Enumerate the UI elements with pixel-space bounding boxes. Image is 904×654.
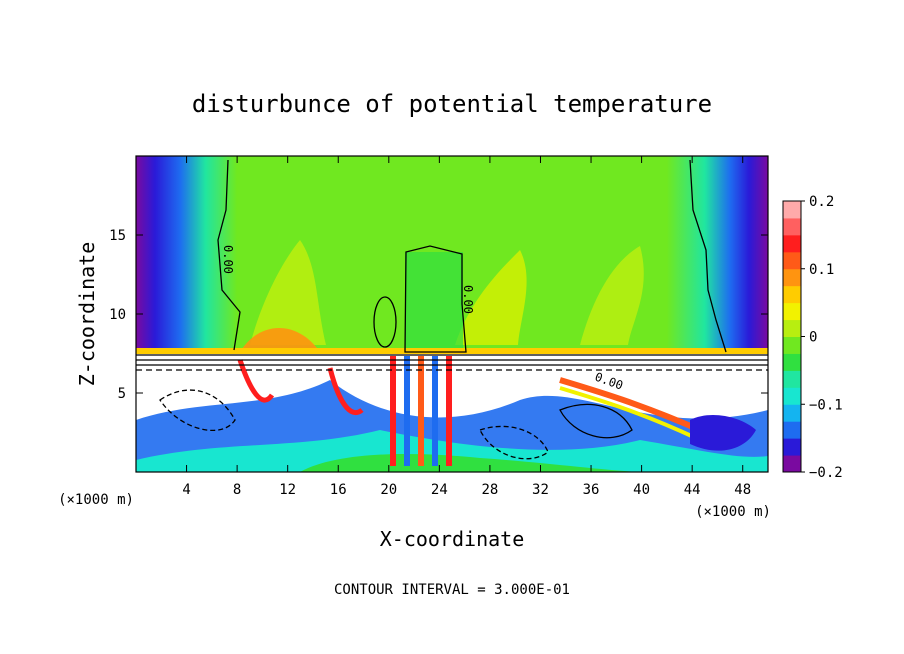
x-axis-label: X-coordinate [380,527,525,551]
x-tick-label: 44 [684,482,701,498]
striped-column [390,356,452,466]
x-tick-label: 20 [380,482,397,498]
zero-contour-right [689,159,727,353]
colorbar-tick-label: 0.2 [809,194,834,210]
colorbar-tick-label: 0.1 [809,262,834,278]
x-tick-label: 12 [279,482,296,498]
footer-contour-interval: CONTOUR INTERVAL = 3.000E-01 [334,582,570,598]
lower-contour-1 [159,389,236,432]
interface-band [136,348,768,354]
green-core [405,252,463,352]
purple-blob [690,415,756,451]
x-axis-ticks: 4 8 12 16 20 24 28 32 36 40 44 48 [182,156,751,498]
red-streak-1 [237,359,275,403]
colorbar-swatch [783,234,801,253]
lower-layer-field [136,356,768,472]
x-tick-label: 40 [633,482,650,498]
contour-lines [136,159,768,460]
colorbar-swatch [783,336,801,354]
colorbar-swatch [783,268,801,287]
colorbar-swatch [783,404,801,422]
colorbar-swatch [783,353,801,371]
colorbar-swatch [783,319,801,337]
colorbar-swatch [783,387,801,405]
x-tick-label: 48 [734,482,751,498]
colorbar-swatch [783,455,801,473]
x-tick-label: 36 [583,482,600,498]
colorbar-tick-label: 0 [809,330,817,346]
colorbar-swatch [783,302,801,321]
zero-contour-left [217,159,241,351]
chart-title: disturbunce of potential temperature [192,90,712,118]
colorbar-swatch [783,285,801,304]
green-band [300,453,640,472]
yellow-plume-left [250,240,326,345]
yellow-streak [559,386,697,440]
z-axis-label: Z-coordinate [75,242,99,387]
contour-label-left: 0.00 [221,245,235,274]
z-tick-label: 5 [118,386,126,402]
x-unit-right: (×1000 m) [695,504,771,520]
upper-layer-field [136,156,768,354]
colorbar-tick-label: −0.2 [809,465,843,481]
colorbar: 0.2 0.1 0 −0.1 −0.2 [782,194,843,481]
z-axis-ticks: 5 10 15 [109,228,768,402]
colorbar-swatch [783,370,801,388]
x-unit-left: (×1000 m) [58,492,134,508]
plot-area: 0.00 0.00 0.00 [136,156,768,472]
red-streak-2 [327,367,364,415]
zero-contour-box [404,245,467,353]
colorbar-swatch [783,217,801,236]
colorbar-swatch [783,201,801,219]
colorbar-swatch [783,421,801,439]
colorbar-swatch [783,438,801,456]
x-tick-label: 28 [481,482,498,498]
colorbar-tick-label: −0.1 [809,397,843,413]
orange-ridge [240,327,320,352]
x-tick-label: 4 [182,482,190,498]
x-tick-label: 8 [233,482,241,498]
x-tick-label: 24 [431,482,448,498]
lower-contour-2 [559,403,633,439]
yellow-plume-right [580,246,644,345]
lower-contour-3 [479,425,549,460]
zero-contour-loop [373,296,397,348]
z-tick-label: 15 [109,228,126,244]
x-tick-label: 16 [330,482,347,498]
colorbar-swatch [783,251,801,270]
yellow-plume-center [455,250,527,345]
z-tick-label: 10 [109,307,126,323]
red-streak-3 [559,377,702,433]
interface-contours [136,354,768,371]
x-tick-label: 32 [532,482,549,498]
contour-label-center: 0.00 [461,285,475,314]
